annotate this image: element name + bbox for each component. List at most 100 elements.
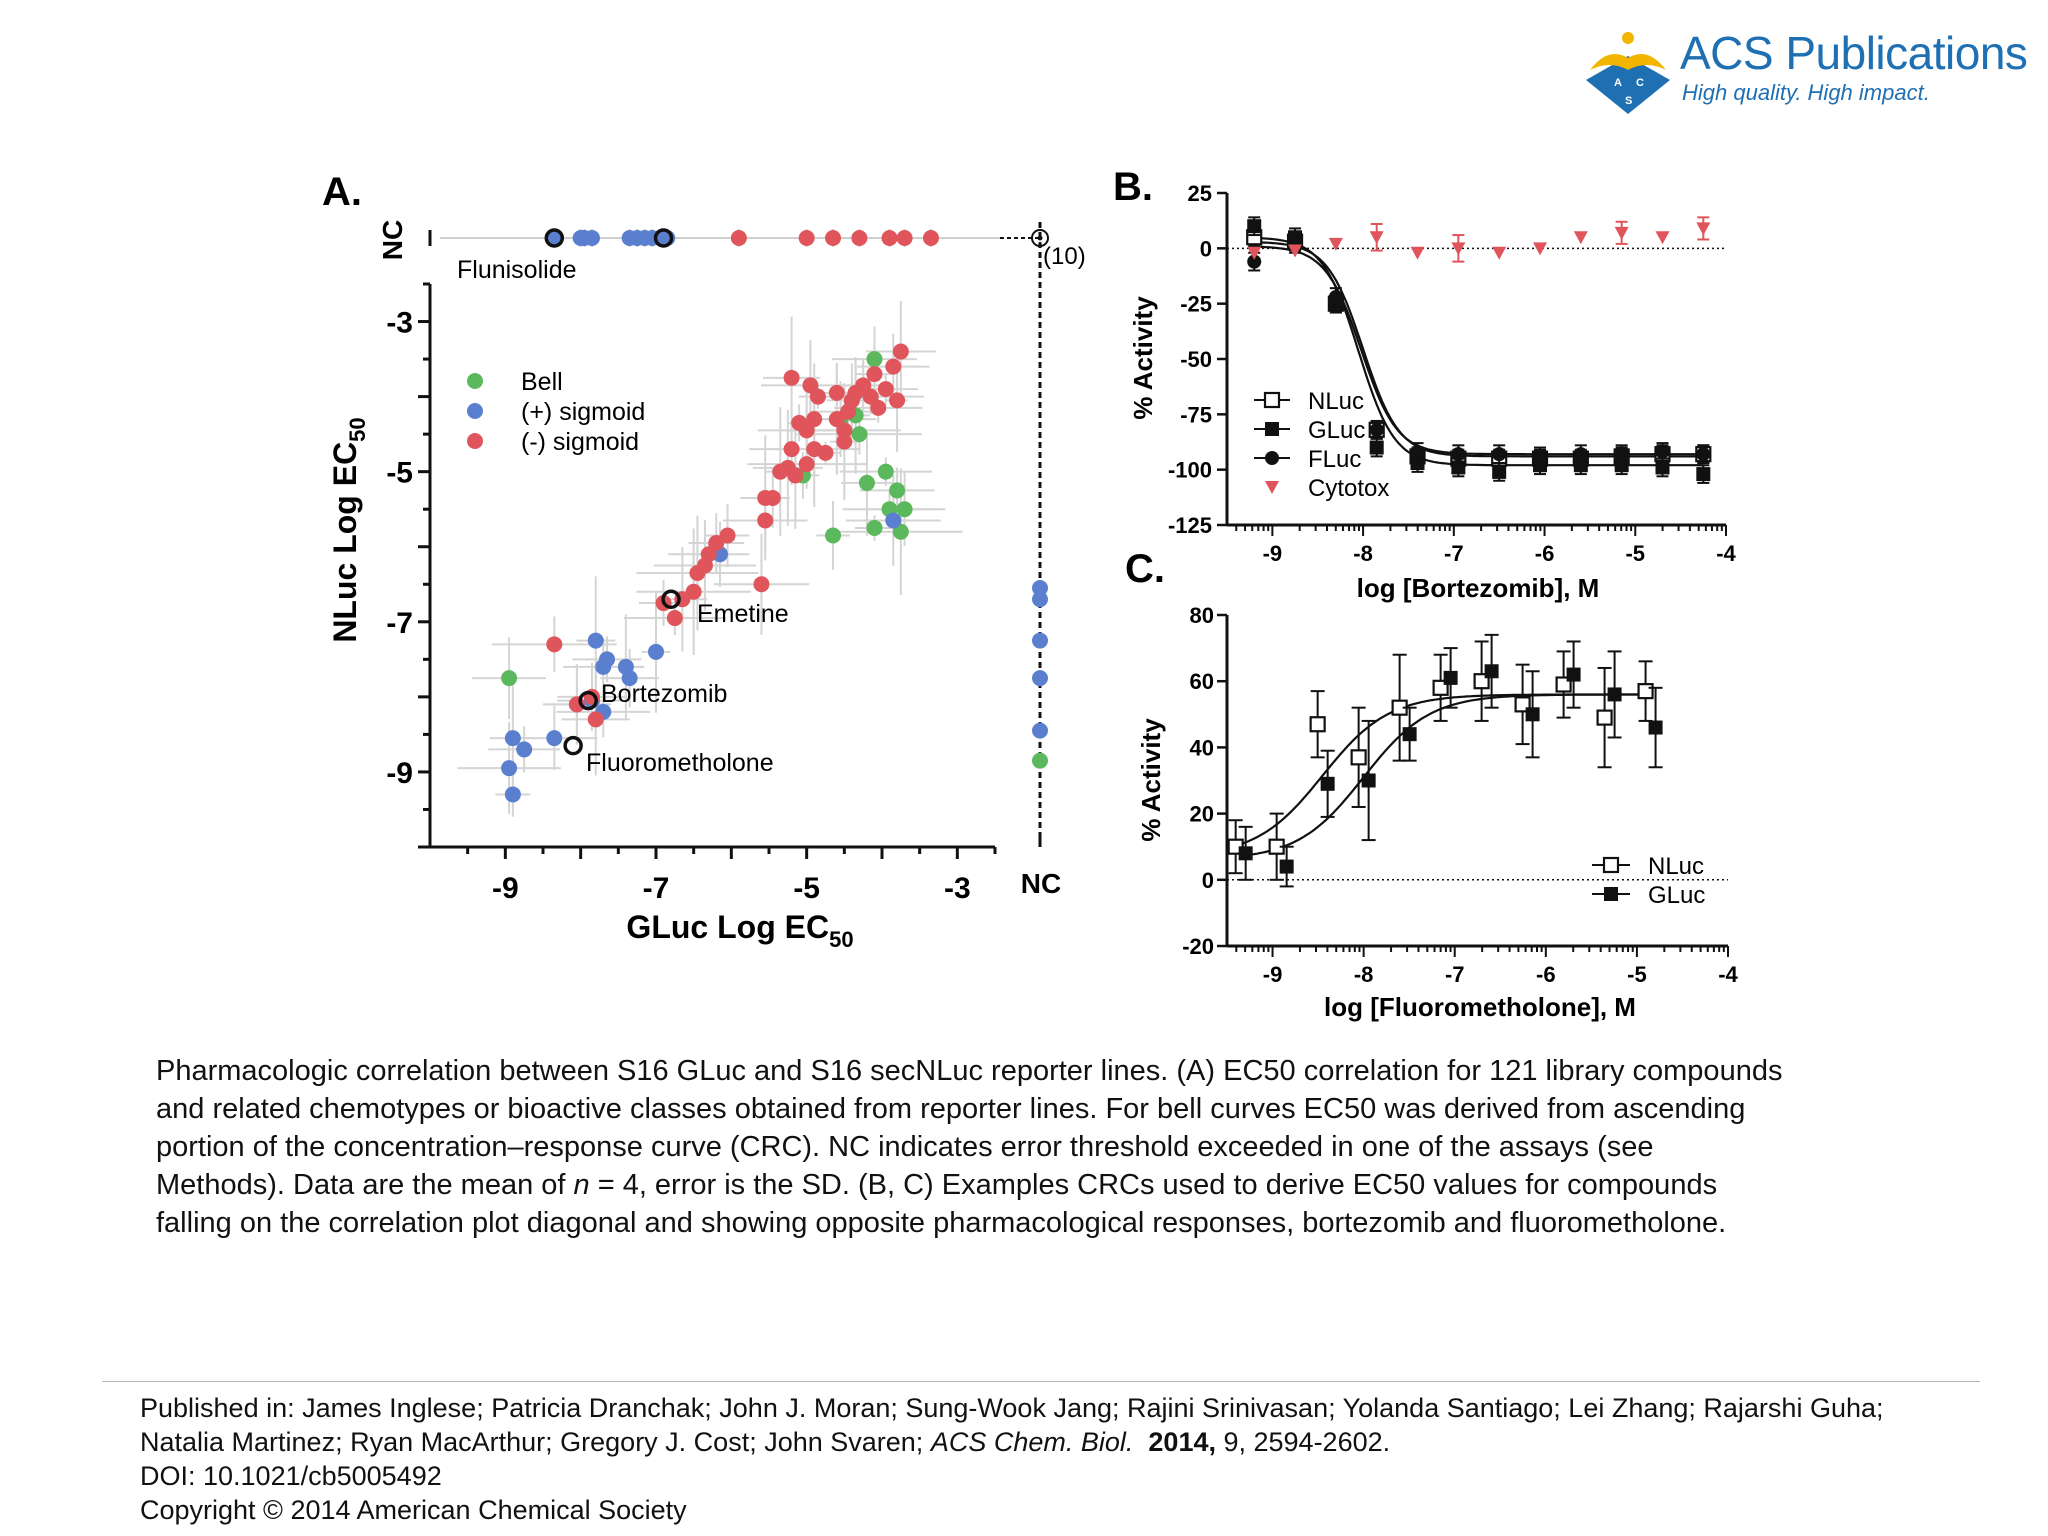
scatter-point-neg [798, 422, 815, 439]
x-tick-label: -5 [1627, 962, 1647, 987]
legend-label-neg: (-) sigmoid [521, 428, 639, 456]
scatter-point-pos [501, 760, 518, 777]
nc-row-point-neg [798, 230, 815, 246]
data-point-cytotox [1410, 246, 1425, 260]
y-tick-label: -25 [1180, 292, 1212, 317]
publication-authors: Published in: James Inglese; Patricia Dr… [140, 1393, 1884, 1423]
data-point-cytotox [1369, 231, 1384, 245]
data-point-gluc [1696, 467, 1711, 482]
publication-year: 2014, [1148, 1427, 1216, 1457]
data-point-fluc [1410, 444, 1425, 459]
scatter-point-neg [685, 583, 702, 600]
caption-line: and related chemotypes or bioactive clas… [156, 1093, 1746, 1125]
scatter-point-neg [836, 433, 853, 450]
x-tick-label: -9 [1263, 541, 1283, 566]
data-point-nluc [1596, 709, 1613, 726]
data-point-cytotox [1655, 231, 1670, 245]
caption-line: Pharmacologic correlation between S16 GL… [156, 1055, 1783, 1087]
caption-line: Methods). Data are the mean of n = 4, er… [156, 1166, 1956, 1204]
scatter-point-neg [783, 369, 800, 386]
data-point-gluc [1443, 670, 1458, 685]
legend-label-gluc: GLuc [1648, 882, 1705, 909]
scatter-point-neg [546, 636, 563, 653]
legend-label-nluc: NLuc [1648, 853, 1704, 880]
highlighted-compound-marker [653, 228, 674, 248]
scatter-point-neg [700, 546, 717, 563]
legend-label-nluc: NLuc [1308, 388, 1364, 415]
data-point-cytotox [1614, 226, 1629, 240]
chart-a-points [501, 228, 1049, 803]
data-point-gluc [1410, 456, 1425, 471]
publication-doi[interactable]: DOI: 10.1021/cb5005492 [140, 1461, 442, 1491]
scatter-point-neg [753, 576, 770, 593]
nc-row-point-neg [825, 230, 842, 246]
data-point-nluc [1309, 716, 1326, 733]
chart-c-y-label: % Activity [1136, 718, 1166, 842]
annotation-emetine: Emetine [697, 600, 789, 628]
scatter-point-pos [648, 643, 664, 660]
acs-logo-emblem: A C S [1586, 32, 1670, 114]
y-tick-label: -9 [386, 757, 413, 790]
nc-row-point-neg [730, 230, 747, 246]
scatter-point-neg [708, 534, 725, 551]
chart-a-legend: Bell(+) sigmoid(-) sigmoid [467, 368, 645, 456]
scatter-point-bell [892, 523, 909, 540]
data-point-gluc [1247, 219, 1262, 234]
x-tick-label: -8 [1354, 962, 1374, 987]
chart-b-x-label: log [Bortezomib], M [1357, 573, 1600, 603]
y-tick-label: 80 [1190, 603, 1214, 628]
data-point-gluc [1320, 776, 1335, 791]
publication-info: Published in: James Inglese; Patricia Dr… [140, 1391, 2020, 1527]
scatter-point-neg [817, 444, 834, 461]
data-point-cytotox [1451, 242, 1466, 256]
chart-a-y-label-main: NLuc Log EC [327, 442, 363, 643]
panel-label-c: C. [1125, 547, 1165, 591]
logo-letter-a: A [1614, 77, 1622, 89]
scatter-point-neg [798, 456, 815, 473]
scatter-point-neg [889, 392, 906, 409]
chart-a-y-label: NLuc Log EC50 [327, 417, 370, 642]
nc-column-point-pos [1032, 632, 1048, 649]
scatter-point-bell [825, 527, 842, 544]
logo-eagle-head [1622, 32, 1634, 44]
scatter-point-bell [866, 351, 883, 368]
legend-label-pos: (+) sigmoid [521, 398, 645, 426]
data-point-cytotox [1696, 222, 1711, 236]
scatter-point-neg [862, 388, 879, 405]
scatter-point-neg [877, 381, 894, 398]
highlighted-compound-marker [661, 589, 681, 610]
y-tick-label: 60 [1190, 669, 1214, 694]
data-point-nluc [1637, 683, 1654, 700]
caption-text: Methods). Data are the mean of [156, 1169, 574, 1201]
x-tick-label: -9 [1263, 962, 1283, 987]
scatter-point-pos [885, 512, 902, 529]
scatter-point-bell [877, 463, 894, 480]
chart-c-fit-curves [1240, 693, 1651, 858]
panel-label-b: B. [1113, 165, 1153, 209]
y-tick-label: -100 [1168, 458, 1212, 483]
y-tick-label: -75 [1180, 402, 1212, 427]
x-tick-label: -7 [643, 872, 670, 905]
x-axis-nc-label: NC [1021, 868, 1061, 899]
scatter-point-bell [851, 426, 868, 443]
scatter-point-neg [892, 343, 909, 360]
x-tick-label: -5 [1625, 541, 1645, 566]
publication-citation: Natalia Martinez; Ryan MacArthur; Gregor… [140, 1425, 2020, 1459]
nc-row-point-neg [922, 230, 939, 246]
figure: A. B. C. -9 -7 -5 -3 -3 -5 -7 -9 Bell(+) sigmoi… [322, 165, 1739, 1022]
caption-line: portion of the concentration–response cu… [156, 1131, 1654, 1163]
data-point-gluc [1525, 707, 1540, 722]
y-tick-label: -125 [1168, 513, 1212, 538]
scatter-point-neg [719, 527, 736, 544]
y-tick-label: -50 [1180, 347, 1212, 372]
publication-copyright: Copyright © 2014 American Chemical Socie… [140, 1495, 687, 1525]
logo-letter-c: C [1636, 77, 1644, 89]
data-point-gluc [1279, 859, 1294, 874]
scatter-point-pos [621, 670, 638, 687]
nc-row-point-neg [896, 230, 913, 246]
divider [102, 1381, 1980, 1382]
figure-caption: Pharmacologic correlation between S16 GL… [156, 1052, 1956, 1242]
data-point-cytotox [1533, 242, 1548, 256]
chart-a-x-label-main: GLuc Log EC [626, 909, 829, 945]
